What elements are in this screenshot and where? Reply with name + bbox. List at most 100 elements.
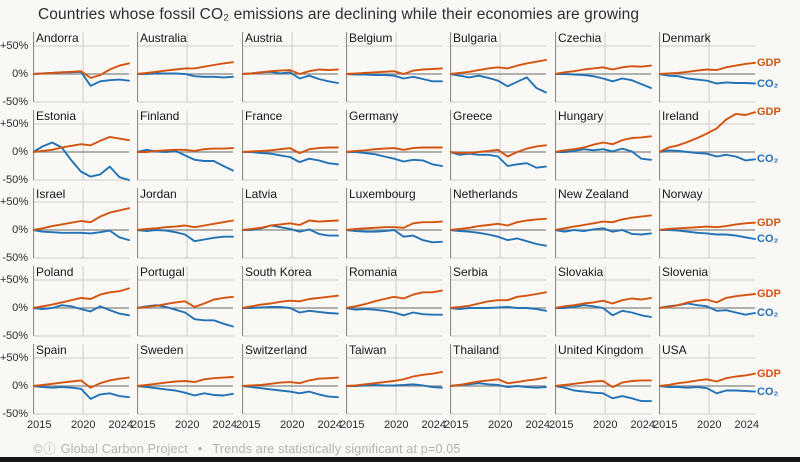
country-label: Jordan (140, 187, 177, 201)
mini-chart-plot (450, 344, 547, 415)
gdp-line (659, 372, 756, 387)
gdp-line (450, 217, 547, 231)
x-tick-label: 2020 (593, 419, 618, 431)
x-tick-label: 2015 (549, 419, 574, 431)
mini-chart-plot (555, 32, 652, 103)
y-tick-label: 0% (12, 146, 28, 158)
x-tick-label: 2015 (236, 419, 261, 431)
mini-chart-plot (450, 266, 547, 337)
co2-line (659, 385, 756, 395)
mini-chart-plot (659, 188, 756, 259)
mini-chart-plot (137, 32, 234, 103)
chart-taiwan: Taiwan (346, 343, 443, 421)
gdp-line (137, 147, 234, 153)
co2-line (346, 151, 443, 167)
gdp-legend-label: GDP (757, 367, 781, 380)
chart-australia: Australia (137, 31, 234, 109)
page-title: Countries whose fossil CO₂ emissions are… (38, 6, 640, 23)
gdp-line (242, 68, 339, 75)
country-label: Belgium (349, 31, 393, 45)
x-tick-label: 2015 (444, 419, 469, 431)
gdp-line (555, 379, 652, 389)
gdp-line (346, 220, 443, 231)
mini-chart-plot (33, 32, 130, 103)
co2-line (659, 229, 756, 240)
country-label: Hungary (558, 109, 604, 123)
co2-line (346, 307, 443, 317)
y-tick-label: +50% (0, 40, 29, 52)
gdp-line (346, 67, 443, 75)
y-tick-label: 0% (12, 224, 28, 236)
chart-denmark: Denmark (659, 31, 756, 109)
x-tick-label: 2024 (525, 419, 550, 431)
mini-chart-plot (346, 110, 443, 181)
gdp-line (555, 296, 652, 309)
mini-chart-plot (659, 110, 756, 181)
chart-bulgaria: Bulgaria (450, 31, 547, 109)
gdp-legend-label: GDP (757, 288, 781, 300)
gdp-line (242, 146, 339, 155)
country-label: Taiwan (349, 343, 387, 357)
y-tick-label: 0% (12, 380, 28, 392)
gdp-line (33, 207, 130, 231)
country-label: Switzerland (245, 343, 308, 357)
co2-legend-label: CO₂ (757, 307, 779, 320)
chart-latvia: Latvia (242, 187, 339, 265)
chart-united-kingdom: United Kingdom (555, 343, 652, 421)
country-label: Czechia (558, 31, 602, 45)
mini-chart-plot (450, 32, 547, 103)
chart-south-korea: South Korea (242, 265, 339, 343)
mini-chart-plot (33, 110, 130, 181)
mini-chart-plot (33, 188, 130, 259)
country-label: Thailand (453, 343, 500, 357)
chart-sweden: Sweden (137, 343, 234, 421)
y-tick-label: -50% (2, 330, 28, 342)
gdp-line (346, 146, 443, 153)
chart-thailand: Thailand (450, 343, 547, 421)
y-tick-label: +50% (0, 352, 29, 364)
chart-portugal: Portugal (137, 265, 234, 343)
chart-norway: Norway (659, 187, 756, 265)
x-tick-label: 2024 (630, 419, 655, 431)
bottom-bar (0, 457, 800, 462)
co2-line (659, 149, 756, 162)
country-label: Slovakia (558, 265, 604, 279)
chart-greece: Greece (450, 109, 547, 187)
chart-czechia: Czechia (555, 31, 652, 109)
co2-legend-label: CO₂ (757, 153, 779, 166)
x-tick-label: 2020 (384, 419, 409, 431)
mini-chart-plot (659, 266, 756, 337)
country-label: South Korea (245, 265, 312, 279)
chart-luxembourg: Luxembourg (346, 187, 443, 265)
co2-line (242, 305, 339, 315)
country-label: Greece (453, 109, 493, 123)
mini-chart-plot (659, 344, 756, 415)
chart-serbia: Serbia (450, 265, 547, 343)
country-label: Finland (140, 109, 180, 123)
x-tick-label: 2024 (421, 419, 446, 431)
x-axis-labels: 2015 2020 2024 (236, 419, 342, 433)
y-tick-label: 0% (12, 68, 28, 80)
chart-germany: Germany (346, 109, 443, 187)
country-label: Bulgaria (453, 31, 498, 45)
country-label: Portugal (140, 265, 185, 279)
mini-chart-plot (555, 266, 652, 337)
mini-chart-plot (137, 266, 234, 337)
mini-chart-plot (346, 188, 443, 259)
mini-chart-plot (555, 110, 652, 181)
country-label: Luxembourg (349, 187, 416, 201)
co2-line (555, 73, 652, 89)
country-label: Ireland (662, 109, 699, 123)
chart-jordan: Jordan (137, 187, 234, 265)
gdp-line (242, 294, 339, 309)
co2-line (450, 151, 547, 169)
y-tick-label: -50% (2, 96, 28, 108)
gdp-line (450, 144, 547, 158)
gdp-line (137, 219, 234, 231)
x-tick-label: 2015 (340, 419, 365, 431)
gdp-line (450, 376, 547, 387)
country-label: Poland (36, 265, 74, 279)
x-axis-labels: 2015 2020 2024 (653, 419, 759, 433)
co2-line (555, 147, 652, 161)
mini-chart-plot (33, 266, 130, 337)
